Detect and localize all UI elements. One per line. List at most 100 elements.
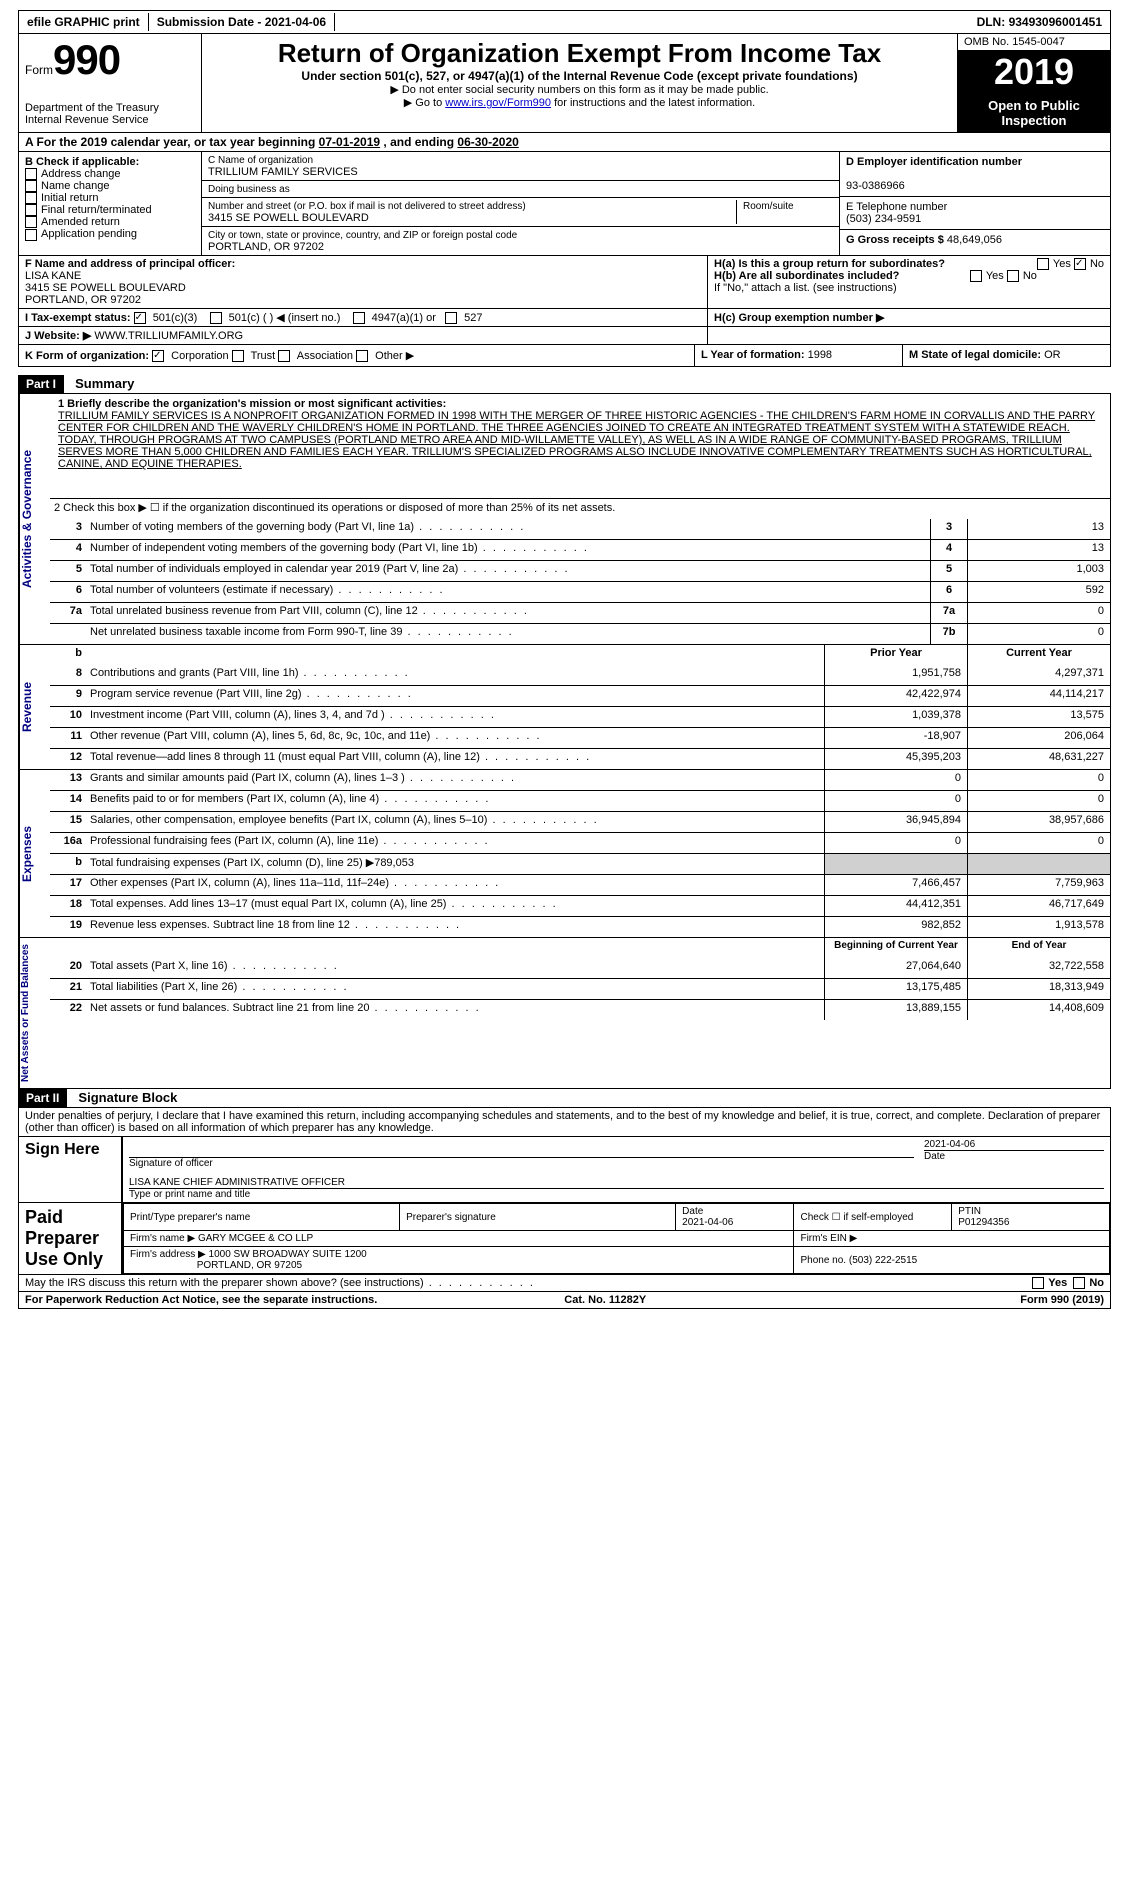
footer: For Paperwork Reduction Act Notice, see … xyxy=(18,1292,1111,1309)
hb-yes[interactable] xyxy=(970,270,982,282)
exp-line-15: 15Salaries, other compensation, employee… xyxy=(50,811,1110,832)
paid-preparer-label: Paid Preparer Use Only xyxy=(19,1203,121,1274)
dln: DLN: 93493096001451 xyxy=(969,13,1110,31)
firm-phone: (503) 222-2515 xyxy=(849,1255,917,1266)
exp-line-13: 13Grants and similar amounts paid (Part … xyxy=(50,770,1110,790)
sign-here-label: Sign Here xyxy=(19,1137,121,1202)
line-2: 2 Check this box ▶ ☐ if the organization… xyxy=(50,498,1110,519)
chk-final-return[interactable] xyxy=(25,204,37,216)
ha-yes[interactable] xyxy=(1037,258,1049,270)
chk-application-pending[interactable] xyxy=(25,229,37,241)
chk-4947[interactable] xyxy=(353,312,365,324)
form-title: Return of Organization Exempt From Incom… xyxy=(208,38,951,69)
submission-label: Submission Date - xyxy=(157,15,265,29)
mission-text: TRILLIUM FAMILY SERVICES IS A NONPROFIT … xyxy=(58,410,1095,470)
vtab-revenue: Revenue xyxy=(19,645,50,769)
vtab-expenses: Expenses xyxy=(19,770,50,937)
submission-date-value: 2021-04-06 xyxy=(265,15,326,29)
section-h-group: H(a) Is this a group return for subordin… xyxy=(707,256,1110,308)
exp-line-18: 18Total expenses. Add lines 13–17 (must … xyxy=(50,895,1110,916)
rev-line-11: 11Other revenue (Part VIII, column (A), … xyxy=(50,727,1110,748)
chk-association[interactable] xyxy=(278,350,290,362)
ha-no[interactable] xyxy=(1074,258,1086,270)
efile-print-button[interactable]: efile GRAPHIC print xyxy=(19,13,149,31)
part2-header-row: Part II Signature Block xyxy=(18,1089,1111,1107)
rev-line-10: 10Investment income (Part VIII, column (… xyxy=(50,706,1110,727)
gov-line-7a: 7aTotal unrelated business revenue from … xyxy=(50,602,1110,623)
section-k-form-org: K Form of organization: Corporation Trus… xyxy=(19,345,694,366)
gov-line-4: 4Number of independent voting members of… xyxy=(50,539,1110,560)
section-c-name-address: C Name of organization TRILLIUM FAMILY S… xyxy=(202,152,839,255)
preparer-table: Print/Type preparer's name Preparer's si… xyxy=(123,1203,1110,1274)
chk-initial-return[interactable] xyxy=(25,192,37,204)
sig-date: 2021-04-06 xyxy=(924,1139,1104,1150)
open-public: Open to Public Inspection xyxy=(958,94,1110,132)
section-hc: H(c) Group exemption number ▶ xyxy=(707,309,1110,326)
gov-line-7b: Net unrelated business taxable income fr… xyxy=(50,623,1110,644)
part1-header-row: Part I Summary xyxy=(18,375,1111,393)
tax-year: 2019 xyxy=(958,51,1110,94)
rev-line-12: 12Total revenue—add lines 8 through 11 (… xyxy=(50,748,1110,769)
rev-line-9: 9Program service revenue (Part VIII, lin… xyxy=(50,685,1110,706)
discuss-no[interactable] xyxy=(1073,1277,1085,1289)
ssn-note: ▶ Do not enter social security numbers o… xyxy=(208,83,951,96)
chk-527[interactable] xyxy=(445,312,457,324)
irs-link[interactable]: www.irs.gov/Form990 xyxy=(445,97,551,109)
vtab-governance: Activities & Governance xyxy=(19,394,50,644)
ptin: P01294356 xyxy=(958,1217,1009,1228)
rev-line-8: 8Contributions and grants (Part VIII, li… xyxy=(50,665,1110,685)
net-line-20: 20Total assets (Part X, line 16)27,064,6… xyxy=(50,958,1110,978)
ein: 93-0386966 xyxy=(846,180,905,192)
section-b-checkboxes: B Check if applicable: Address change Na… xyxy=(19,152,202,255)
form-number: Form990 xyxy=(25,36,195,84)
section-j-website: J Website: ▶ WWW.TRILLIUMFAMILY.ORG xyxy=(19,327,707,344)
sig-officer-label: Signature of officer xyxy=(129,1157,914,1169)
exp-line-14: 14Benefits paid to or for members (Part … xyxy=(50,790,1110,811)
section-d-e-g: D Employer identification number 93-0386… xyxy=(839,152,1110,255)
top-bar: efile GRAPHIC print Submission Date - 20… xyxy=(18,10,1111,34)
chk-corporation[interactable] xyxy=(152,350,164,362)
section-l-year: L Year of formation: 1998 xyxy=(694,345,902,366)
exp-line-17: 17Other expenses (Part IX, column (A), l… xyxy=(50,874,1110,895)
goto-note: ▶ Go to www.irs.gov/Form990 for instruct… xyxy=(208,96,951,109)
dept-treasury: Department of the Treasury Internal Reve… xyxy=(25,102,195,126)
exp-line-b: bTotal fundraising expenses (Part IX, co… xyxy=(50,853,1110,874)
vtab-net-assets: Net Assets or Fund Balances xyxy=(19,938,50,1088)
chk-address-change[interactable] xyxy=(25,168,37,180)
gross-receipts: 48,649,056 xyxy=(947,234,1002,246)
submission-date: Submission Date - 2021-04-06 xyxy=(149,13,335,31)
mission-block: 1 Briefly describe the organization's mi… xyxy=(50,394,1110,498)
chk-name-change[interactable] xyxy=(25,180,37,192)
net-line-21: 21Total liabilities (Part X, line 26)13,… xyxy=(50,978,1110,999)
declaration: Under penalties of perjury, I declare th… xyxy=(18,1107,1111,1137)
chk-trust[interactable] xyxy=(232,350,244,362)
chk-amended-return[interactable] xyxy=(25,216,37,228)
exp-line-16a: 16aProfessional fundraising fees (Part I… xyxy=(50,832,1110,853)
gov-line-6: 6Total number of volunteers (estimate if… xyxy=(50,581,1110,602)
exp-line-19: 19Revenue less expenses. Subtract line 1… xyxy=(50,916,1110,937)
firm-name: GARY MCGEE & CO LLP xyxy=(198,1233,313,1244)
section-i-tax-status: I Tax-exempt status: 501(c)(3) 501(c) ( … xyxy=(19,309,707,326)
section-f-officer: F Name and address of principal officer:… xyxy=(19,256,707,308)
org-street: 3415 SE POWELL BOULEVARD xyxy=(208,212,369,224)
gov-line-5: 5Total number of individuals employed in… xyxy=(50,560,1110,581)
form-ref: Form 990 (2019) xyxy=(1020,1294,1104,1306)
officer-name: LISA KANE CHIEF ADMINISTRATIVE OFFICER xyxy=(129,1177,1104,1188)
gov-line-3: 3Number of voting members of the governi… xyxy=(50,519,1110,539)
telephone: (503) 234-9591 xyxy=(846,213,921,225)
row-a-tax-year: A For the 2019 calendar year, or tax yea… xyxy=(18,133,1111,152)
net-header: Beginning of Current Year End of Year xyxy=(50,938,1110,958)
website-url: WWW.TRILLIUMFAMILY.ORG xyxy=(94,330,243,342)
omb-number: OMB No. 1545-0047 xyxy=(958,34,1110,51)
section-m-state: M State of legal domicile: OR xyxy=(902,345,1110,366)
form-subtitle: Under section 501(c), 527, or 4947(a)(1)… xyxy=(208,69,951,83)
chk-other[interactable] xyxy=(356,350,368,362)
hb-no[interactable] xyxy=(1007,270,1019,282)
chk-501c[interactable] xyxy=(210,312,222,324)
net-line-22: 22Net assets or fund balances. Subtract … xyxy=(50,999,1110,1020)
form-header: Form990 Department of the Treasury Inter… xyxy=(18,34,1111,133)
cat-no: Cat. No. 11282Y xyxy=(564,1294,646,1306)
org-name: TRILLIUM FAMILY SERVICES xyxy=(208,166,358,178)
discuss-yes[interactable] xyxy=(1032,1277,1044,1289)
chk-501c3[interactable] xyxy=(134,312,146,324)
